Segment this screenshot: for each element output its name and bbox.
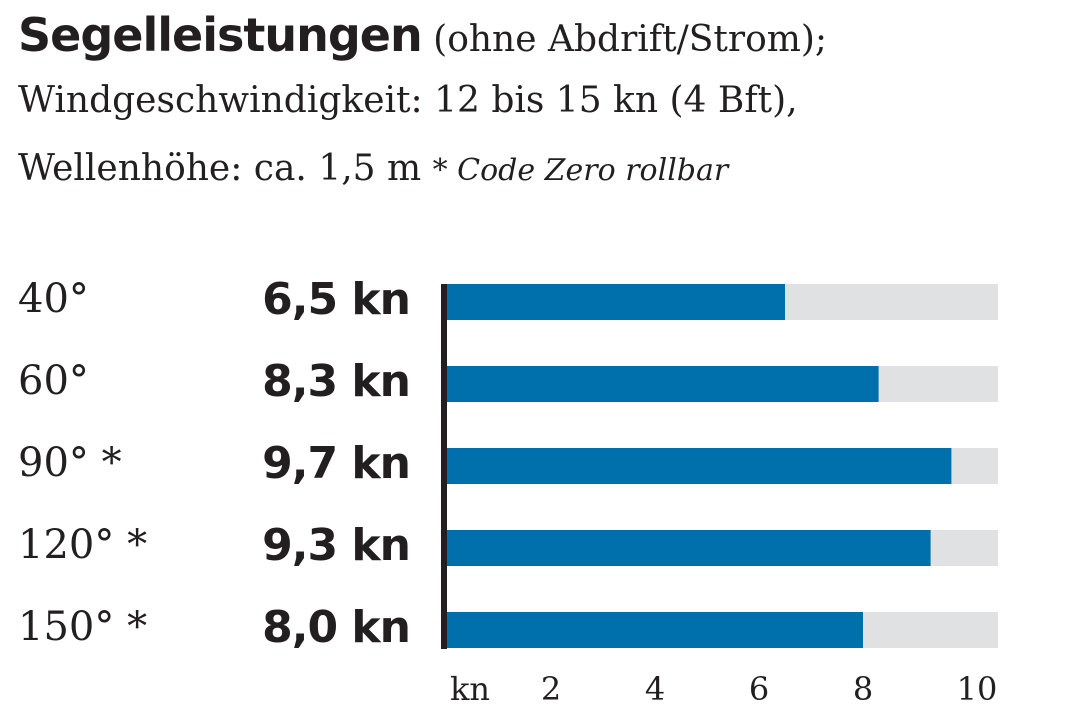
category-label: 40° (18, 276, 89, 322)
chart-title: Segelleistungen (18, 8, 423, 62)
wave-height-text: Wellenhöhe: ca. 1,5 m (18, 148, 422, 189)
value-label: 8,0 kn (262, 602, 411, 653)
x-tick-label: 10 (956, 670, 998, 708)
header-line-3: Wellenhöhe: ca. 1,5 m * Code Zero rollba… (18, 148, 728, 189)
category-label: 150° * (18, 604, 148, 650)
code-zero-note: * Code Zero rollbar (432, 153, 729, 188)
bar (447, 448, 952, 484)
x-tick-label: 8 (852, 670, 874, 708)
header-line-1: Segelleistungen (ohne Abdrift/Strom); (18, 8, 827, 62)
x-tick-label: 4 (644, 670, 666, 708)
bar (447, 366, 879, 402)
category-label: 60° (18, 358, 89, 404)
value-label: 8,3 kn (262, 356, 411, 407)
value-label: 9,7 kn (262, 438, 411, 489)
value-label: 9,3 kn (262, 520, 411, 571)
bar (447, 284, 785, 320)
wind-speed-line: Windgeschwindigkeit: 12 bis 15 kn (4 Bft… (18, 80, 798, 121)
category-label: 120° * (18, 522, 148, 568)
x-tick-label: 2 (540, 670, 562, 708)
value-label: 6,5 kn (262, 274, 411, 325)
x-tick-label: 6 (748, 670, 770, 708)
category-label: 90° * (18, 440, 122, 486)
bar (447, 530, 931, 566)
x-axis-unit-label: kn (450, 670, 490, 708)
bar (447, 612, 863, 648)
title-qualifier: (ohne Abdrift/Strom); (433, 19, 828, 60)
